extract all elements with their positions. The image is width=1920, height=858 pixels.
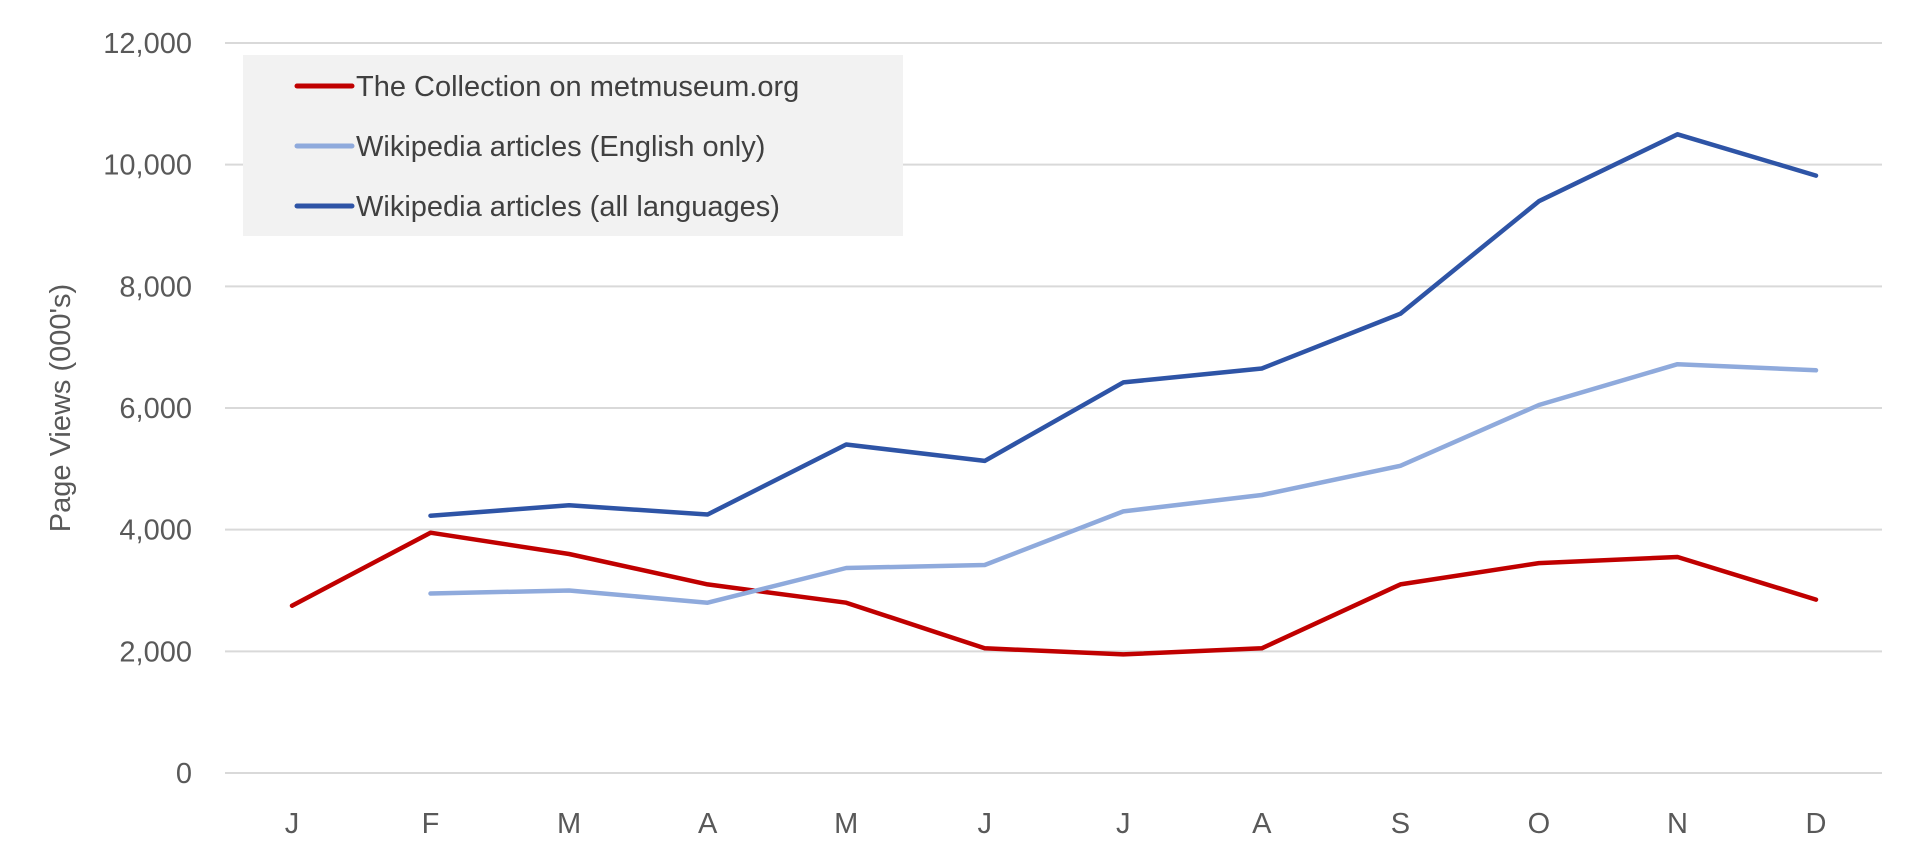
x-tick-label: F [422,808,440,840]
y-tick-label: 2,000 [119,636,192,668]
y-tick-label: 4,000 [119,515,192,547]
x-tick-label: M [557,808,581,840]
y-axis-title: Page Views (000's) [45,284,77,532]
series-lines [289,132,1819,657]
x-tick-label: N [1667,808,1688,840]
x-tick-label: S [1391,808,1410,840]
x-tick-label: J [1116,808,1131,840]
series-line-3 [428,132,1819,518]
x-tick-label: J [977,808,992,840]
y-tick-label: 8,000 [119,271,192,303]
y-tick-label: 12,000 [103,28,192,60]
y-axis-ticks: 0 2,000 4,000 6,000 8,000 10,000 12,000 [103,28,192,790]
series-line-1 [289,530,1819,657]
x-tick-label: J [285,808,300,840]
legend-label: Wikipedia articles (English only) [356,131,765,163]
legend-label: The Collection on metmuseum.org [356,71,799,103]
x-tick-label: M [834,808,858,840]
y-tick-label: 0 [176,758,192,790]
x-tick-label: A [1252,808,1272,840]
x-tick-label: D [1806,808,1827,840]
legend: The Collection on metmuseum.org Wikipedia… [243,55,903,236]
x-tick-label: A [698,808,718,840]
x-tick-label: O [1528,808,1551,840]
y-tick-label: 6,000 [119,393,192,425]
series-line-2 [428,361,1819,605]
y-tick-label: 10,000 [103,150,192,182]
legend-label: Wikipedia articles (all languages) [356,191,780,223]
